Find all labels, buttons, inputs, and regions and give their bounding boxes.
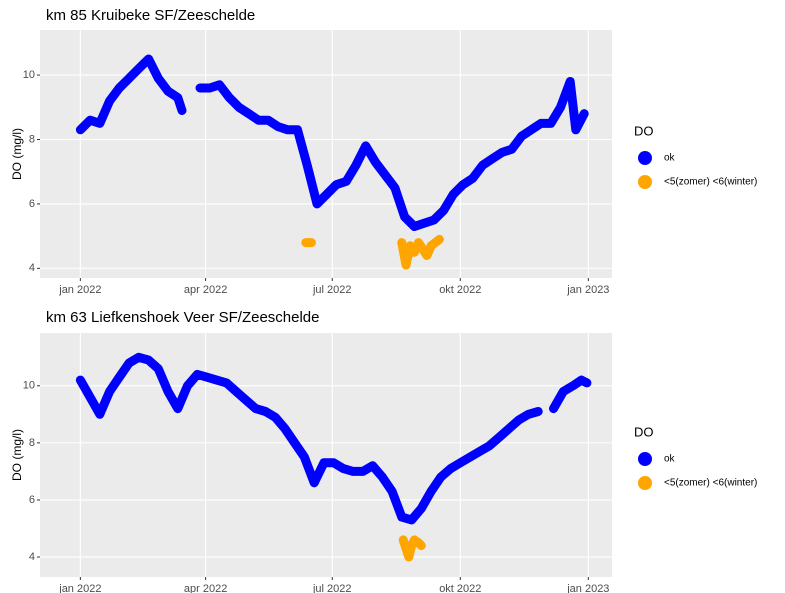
legend-swatch <box>638 151 652 165</box>
x-tick-label: apr 2022 <box>184 284 227 296</box>
plot-background <box>40 333 612 577</box>
data-line <box>398 535 426 562</box>
x-tick-label: jul 2022 <box>312 284 352 296</box>
y-tick-label: 4 <box>29 262 35 274</box>
x-tick-label: jul 2022 <box>312 583 352 593</box>
data-line <box>75 352 592 525</box>
y-axis-title: DO (mg/l) <box>10 429 24 481</box>
legend-label: ok <box>664 454 676 465</box>
y-tick-label: 8 <box>29 133 35 145</box>
chart-title: km 63 Liefkenshoek Veer SF/Zeeschelde <box>46 309 320 326</box>
x-tick-label: jan 2023 <box>566 583 609 593</box>
legend-swatch <box>638 175 652 189</box>
plot-background <box>40 30 612 278</box>
legend-title: DO <box>634 424 654 439</box>
y-tick-label: 6 <box>29 198 35 210</box>
legend-label: <5(zomer) <6(winter) <box>664 177 757 188</box>
chart-title: km 85 Kruibeke SF/Zeeschelde <box>46 7 255 24</box>
x-tick-label: jan 2022 <box>58 284 101 296</box>
y-tick-label: 10 <box>23 380 35 392</box>
y-tick-label: 4 <box>29 551 35 563</box>
y-tick-label: 10 <box>23 69 35 81</box>
y-tick-label: 8 <box>29 437 35 449</box>
legend-label: <5(zomer) <6(winter) <box>664 478 757 489</box>
x-tick-label: jan 2023 <box>566 284 609 296</box>
legend-swatch <box>638 476 652 490</box>
legend-swatch <box>638 452 652 466</box>
x-tick-label: apr 2022 <box>184 583 227 593</box>
x-tick-label: jan 2022 <box>58 583 101 593</box>
data-line <box>301 234 444 270</box>
legend-label: ok <box>664 153 676 164</box>
legend-title: DO <box>634 123 654 138</box>
y-axis-title: DO (mg/l) <box>10 128 24 180</box>
y-tick-label: 6 <box>29 494 35 506</box>
x-tick-label: okt 2022 <box>439 284 481 296</box>
x-tick-label: okt 2022 <box>439 583 481 593</box>
data-line <box>75 54 589 231</box>
